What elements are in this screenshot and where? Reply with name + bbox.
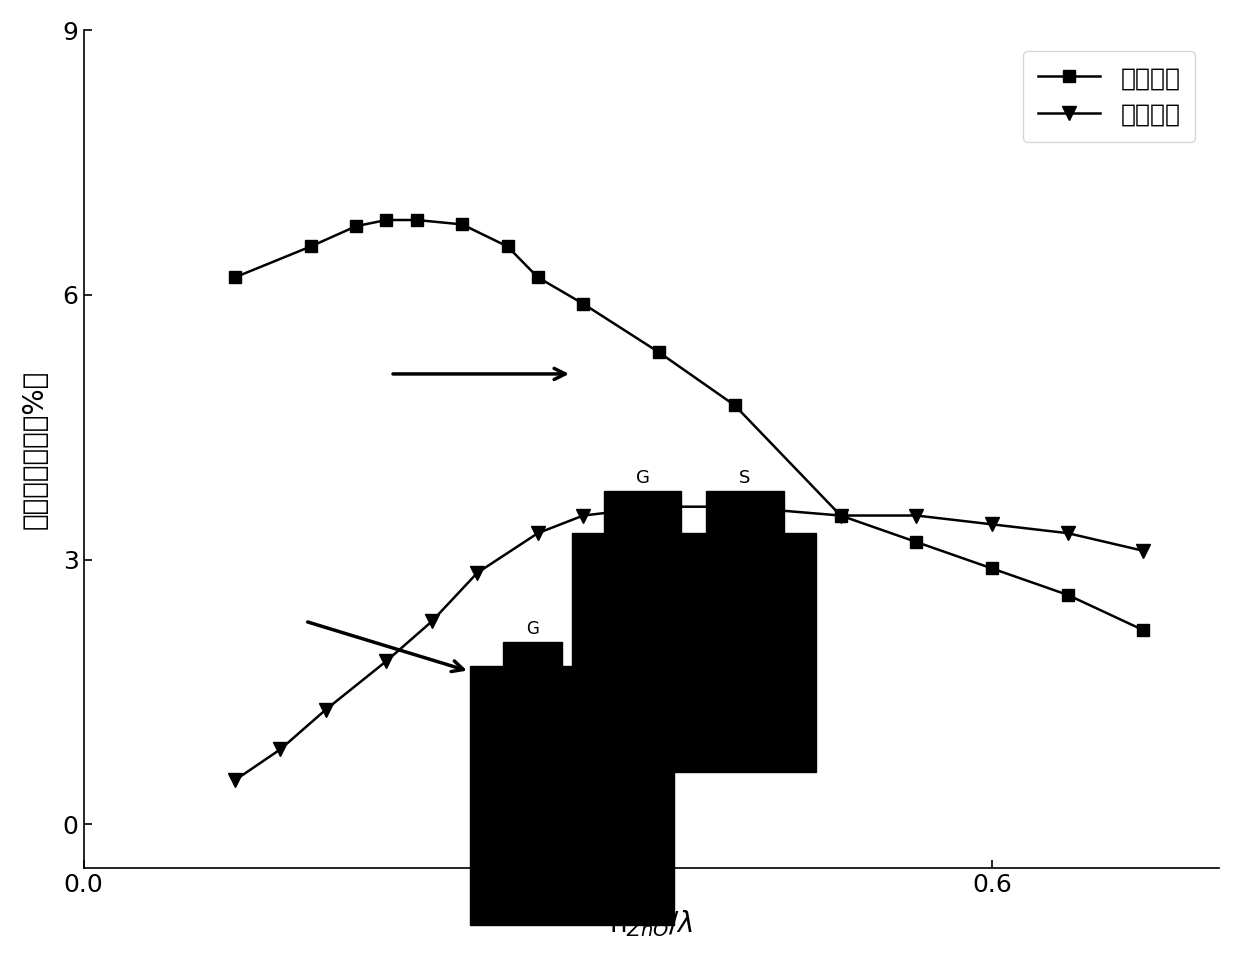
Y-axis label: 机电耦合系数（%）: 机电耦合系数（%） bbox=[21, 370, 48, 529]
单层电极 bbox=[1136, 545, 1151, 557]
单层电极 bbox=[651, 501, 666, 513]
Text: S: S bbox=[739, 469, 750, 487]
双层电极 bbox=[228, 272, 243, 283]
Bar bbox=[572, 533, 816, 772]
双层电极 bbox=[379, 214, 394, 226]
双层电极 bbox=[833, 510, 848, 521]
Text: S: S bbox=[606, 620, 616, 638]
双层电极 bbox=[348, 221, 363, 232]
双层电极 bbox=[575, 298, 590, 309]
Text: G: G bbox=[526, 620, 538, 638]
单层电极 bbox=[228, 775, 243, 786]
单层电极 bbox=[1060, 527, 1075, 539]
双层电极 bbox=[909, 537, 924, 548]
双层电极 bbox=[304, 241, 319, 252]
单层电极 bbox=[833, 510, 848, 521]
Line: 双层电极: 双层电极 bbox=[229, 214, 1149, 636]
双层电极 bbox=[500, 241, 515, 252]
单层电极 bbox=[531, 527, 546, 539]
Bar bbox=[604, 492, 682, 533]
双层电极 bbox=[1060, 589, 1075, 601]
Bar bbox=[502, 642, 562, 665]
单层电极 bbox=[985, 518, 999, 530]
单层电极 bbox=[727, 501, 742, 513]
X-axis label: h$_{ZnO}$/$\lambda$: h$_{ZnO}$/$\lambda$ bbox=[609, 908, 693, 939]
Bar bbox=[470, 665, 675, 925]
单层电极 bbox=[470, 567, 485, 579]
Line: 单层电极: 单层电极 bbox=[228, 500, 1151, 787]
双层电极 bbox=[455, 219, 470, 230]
双层电极 bbox=[1136, 624, 1151, 636]
单层电极 bbox=[424, 615, 439, 627]
单层电极 bbox=[379, 656, 394, 667]
双层电极 bbox=[985, 563, 999, 574]
双层电极 bbox=[409, 214, 424, 226]
单层电极 bbox=[273, 744, 288, 756]
Bar bbox=[582, 642, 641, 665]
单层电极 bbox=[909, 510, 924, 521]
双层电极 bbox=[727, 399, 742, 411]
单层电极 bbox=[319, 704, 334, 715]
Text: G: G bbox=[636, 469, 650, 487]
Legend: 双层电极, 单层电极: 双层电极, 单层电极 bbox=[1023, 51, 1195, 142]
双层电极 bbox=[531, 272, 546, 283]
双层电极 bbox=[651, 347, 666, 358]
Bar bbox=[707, 492, 784, 533]
单层电极 bbox=[575, 510, 590, 521]
